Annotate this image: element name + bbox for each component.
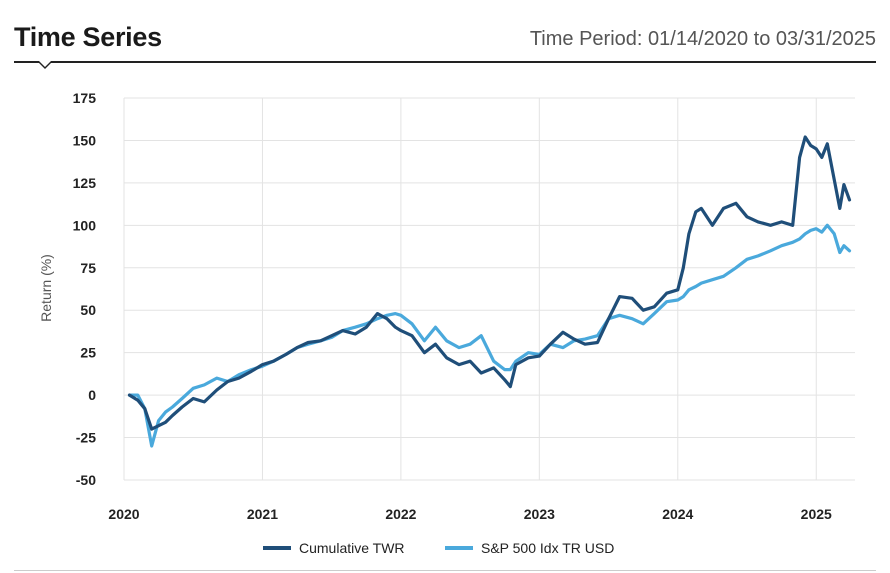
legend-label-sp500: S&P 500 Idx TR USD — [481, 540, 614, 556]
grid-lines — [123, 97, 855, 481]
y-tick-label: 50 — [80, 302, 96, 318]
time-period-label: Time Period: 01/14/2020 to 03/31/2025 — [529, 28, 876, 50]
y-tick-label: 125 — [73, 175, 97, 191]
y-tick-label: 100 — [73, 217, 97, 233]
y-axis-label: Return (%) — [38, 254, 54, 322]
legend: Cumulative TWR S&P 500 Idx TR USD — [263, 540, 614, 556]
y-tick-label: 175 — [73, 90, 97, 106]
y-tick-label: -25 — [76, 430, 96, 446]
header-notch-inner — [39, 61, 51, 67]
x-tick-label: 2021 — [247, 506, 278, 522]
series-line-cumulative-twr — [127, 135, 852, 431]
x-tick-label: 2022 — [385, 506, 416, 522]
series-line-sp500 — [127, 223, 852, 448]
y-axis-ticks: -50 -25 0 25 50 75 100 125 150 175 — [73, 90, 97, 488]
y-tick-label: 25 — [80, 345, 96, 361]
page-title: Time Series — [14, 22, 162, 52]
y-tick-label: 150 — [73, 132, 97, 148]
chart-header: Time Series Time Period: 01/14/2020 to 0… — [14, 20, 876, 60]
y-tick-label: 0 — [88, 387, 96, 403]
header-divider — [14, 61, 876, 63]
x-tick-label: 2025 — [801, 506, 832, 522]
series-lines — [127, 135, 852, 448]
x-axis-ticks: 2020 2021 2022 2023 2024 2025 — [108, 506, 832, 522]
x-tick-label: 2020 — [108, 506, 139, 522]
legend-label-cumulative-twr: Cumulative TWR — [299, 540, 405, 556]
y-tick-label: 75 — [80, 260, 96, 276]
footer-divider — [14, 570, 876, 571]
y-tick-label: -50 — [76, 472, 96, 488]
x-tick-label: 2023 — [524, 506, 555, 522]
x-tick-label: 2024 — [662, 506, 693, 522]
